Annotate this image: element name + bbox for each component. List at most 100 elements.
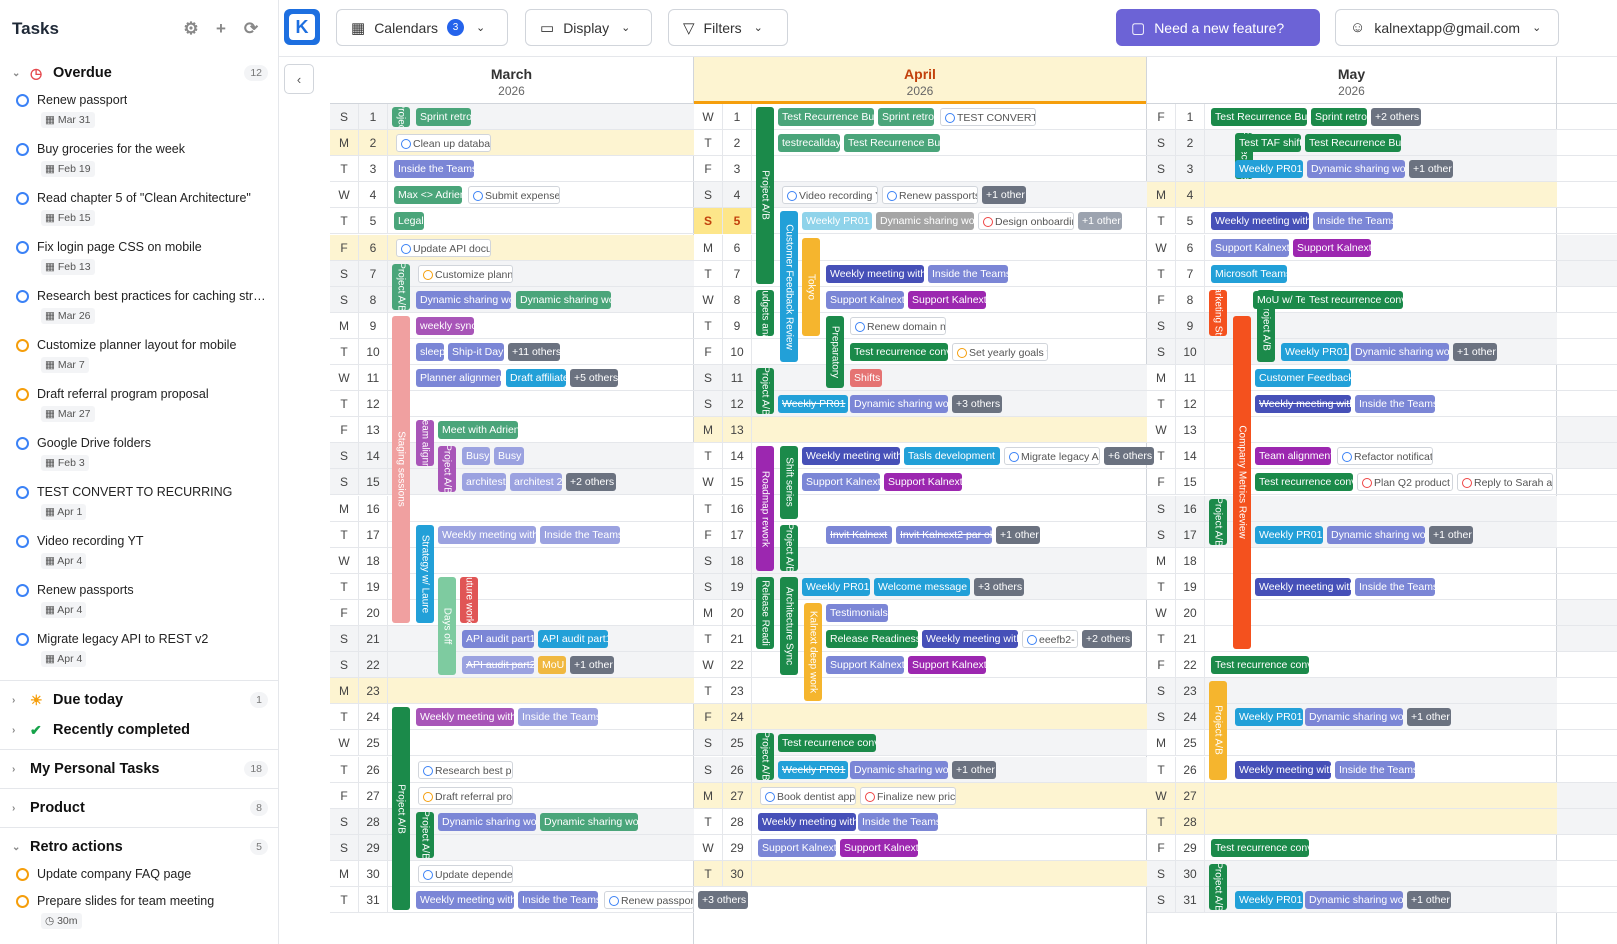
day-row[interactable]: T 28 xyxy=(694,808,1147,835)
day-row[interactable] xyxy=(1557,861,1617,887)
day-row[interactable]: T 24 xyxy=(330,704,694,731)
day-row[interactable]: F 22 xyxy=(1147,652,1557,679)
day-row[interactable]: W 29 xyxy=(694,834,1147,861)
task-item[interactable]: Video recording YT ▦ Apr 4 xyxy=(0,529,278,578)
task-checkbox[interactable] xyxy=(16,142,29,156)
day-row[interactable]: S 31 xyxy=(1147,887,1557,913)
day-row[interactable]: W 18 xyxy=(330,547,694,574)
day-row[interactable]: F 10 xyxy=(694,338,1147,365)
account-menu-button[interactable]: ☺ kalnextapp@gmail.com ⌄ xyxy=(1335,9,1559,46)
task-item[interactable]: Fix login page CSS on mobile ▦ Feb 13 xyxy=(0,235,278,284)
day-row[interactable]: S 10 xyxy=(1147,338,1557,365)
day-row[interactable]: M 30 xyxy=(330,860,694,887)
day-row[interactable] xyxy=(1557,130,1617,157)
day-row[interactable]: S 28 xyxy=(330,808,694,835)
task-checkbox[interactable] xyxy=(16,387,29,401)
refresh-icon[interactable]: ⟳ xyxy=(243,19,259,38)
task-item[interactable]: Customize planner layout for mobile ▦ Mar… xyxy=(0,333,278,382)
app-logo[interactable]: K xyxy=(284,9,320,45)
day-row[interactable] xyxy=(1557,678,1617,705)
day-row[interactable]: M 27 xyxy=(694,782,1147,809)
day-row[interactable]: S 11 xyxy=(694,365,1147,391)
section-retro-actions[interactable]: ⌄ Retro actions 5 xyxy=(0,832,278,862)
day-row[interactable]: F 27 xyxy=(330,782,694,809)
day-row[interactable]: F 13 xyxy=(330,417,694,444)
day-row[interactable] xyxy=(1557,182,1617,209)
day-row[interactable] xyxy=(1557,417,1617,444)
day-row[interactable] xyxy=(1557,522,1617,548)
task-checkbox[interactable] xyxy=(16,191,29,205)
day-row[interactable]: T 10 xyxy=(330,338,694,365)
day-row[interactable] xyxy=(1557,156,1617,183)
day-row[interactable]: S 30 xyxy=(1147,860,1557,887)
task-checkbox[interactable] xyxy=(16,534,29,548)
day-row[interactable]: S 24 xyxy=(1147,704,1557,731)
day-row[interactable]: S 17 xyxy=(1147,521,1557,548)
day-row[interactable]: T 14 xyxy=(1147,443,1557,470)
day-row[interactable]: S 25 xyxy=(694,730,1147,757)
day-row[interactable]: F 20 xyxy=(330,599,694,626)
task-item[interactable]: Migrate legacy API to REST v2 ▦ Apr 4 xyxy=(0,627,278,676)
section-recently-completed[interactable]: › ✔ Recently completed xyxy=(0,715,278,745)
task-checkbox[interactable] xyxy=(16,632,29,646)
day-row[interactable]: T 17 xyxy=(330,521,694,548)
task-item[interactable]: Draft referral program proposal ▦ Mar 27 xyxy=(0,382,278,431)
day-row[interactable]: T 23 xyxy=(694,678,1147,705)
day-row[interactable]: T 19 xyxy=(1147,573,1557,600)
day-row[interactable] xyxy=(1557,287,1617,313)
feature-request-button[interactable]: ▢ Need a new feature? xyxy=(1116,9,1320,46)
add-task-icon[interactable]: + xyxy=(216,19,226,38)
day-row[interactable] xyxy=(1557,599,1617,626)
day-row[interactable]: S 26 xyxy=(694,756,1147,783)
day-row[interactable] xyxy=(1557,234,1617,261)
day-row[interactable] xyxy=(1557,887,1617,913)
task-checkbox[interactable] xyxy=(16,338,29,352)
task-item[interactable]: Buy groceries for the week ▦ Feb 19 xyxy=(0,137,278,186)
day-row[interactable]: M 11 xyxy=(1147,365,1557,391)
day-row[interactable]: S 12 xyxy=(694,391,1147,418)
section-product[interactable]: › Product 8 xyxy=(0,793,278,823)
previous-icon[interactable]: ‹ xyxy=(284,64,314,94)
day-row[interactable]: T 21 xyxy=(1147,626,1557,652)
day-row[interactable]: M 23 xyxy=(330,678,694,705)
day-row[interactable] xyxy=(1557,626,1617,652)
day-row[interactable]: M 18 xyxy=(1147,547,1557,574)
task-checkbox[interactable] xyxy=(16,240,29,254)
day-row[interactable] xyxy=(1557,443,1617,470)
day-row[interactable]: F 15 xyxy=(1147,469,1557,496)
day-row[interactable]: S 23 xyxy=(1147,678,1557,705)
day-row[interactable]: W 20 xyxy=(1147,599,1557,626)
day-row[interactable]: T 21 xyxy=(694,626,1147,652)
day-row[interactable]: T 31 xyxy=(330,887,694,913)
day-row[interactable] xyxy=(1557,208,1617,235)
day-row[interactable]: M 25 xyxy=(1147,730,1557,757)
day-row[interactable]: W 15 xyxy=(694,469,1147,496)
day-row[interactable] xyxy=(1557,313,1617,339)
section-my-personal-tasks[interactable]: › My Personal Tasks 18 xyxy=(0,754,278,784)
day-row[interactable]: S 16 xyxy=(1147,495,1557,522)
day-row[interactable]: W 13 xyxy=(1147,417,1557,444)
day-row[interactable]: M 16 xyxy=(330,495,694,522)
day-row[interactable] xyxy=(1557,365,1617,391)
day-row[interactable]: T 12 xyxy=(1147,391,1557,418)
day-row[interactable]: T 28 xyxy=(1147,808,1557,835)
day-row[interactable] xyxy=(1557,730,1617,757)
task-item[interactable]: Read chapter 5 of "Clean Architecture" ▦ … xyxy=(0,186,278,235)
display-button[interactable]: ▭ Display ⌄ xyxy=(525,9,652,46)
day-row[interactable]: W 27 xyxy=(1147,782,1557,809)
